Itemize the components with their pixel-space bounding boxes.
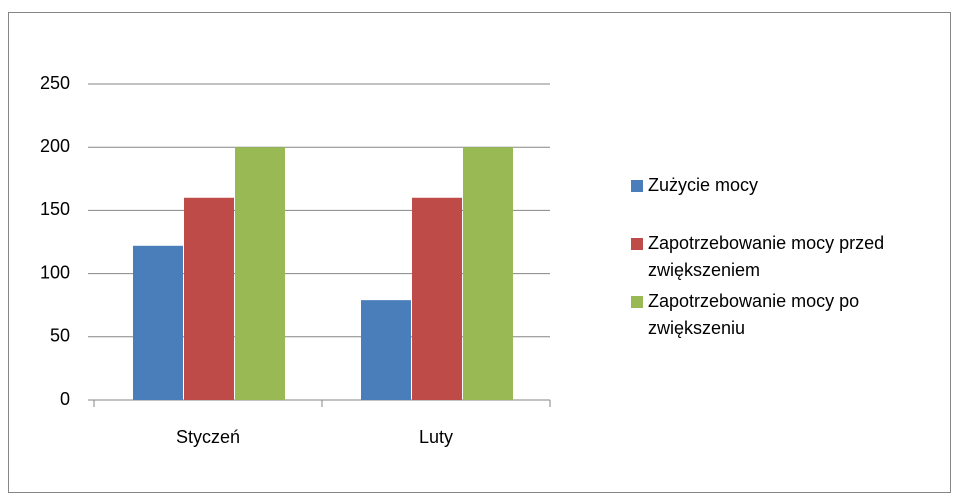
bar: [361, 300, 411, 400]
bar: [184, 197, 234, 400]
legend-label: Zapotrzebowanie mocy przed zwiększeniem: [648, 233, 885, 280]
legend-label: Zapotrzebowanie mocy po zwiększeniu: [648, 291, 860, 338]
legend: Zużycie mocy Zapotrzebowanie mocy przed z…: [628, 172, 893, 346]
legend-item: Zapotrzebowanie mocy przed zwiększeniem: [628, 230, 893, 284]
y-tick-label: 150: [40, 199, 70, 219]
legend-label: Zużycie mocy: [648, 175, 759, 195]
y-tick-label: 250: [40, 73, 70, 93]
bar: [463, 147, 513, 400]
legend-swatch: [631, 238, 643, 250]
legend-swatch: [631, 296, 643, 308]
y-tick-label: 100: [40, 262, 70, 282]
y-tick-label: 50: [50, 326, 70, 346]
legend-item: Zapotrzebowanie mocy po zwiększeniu: [628, 288, 893, 342]
bar: [235, 147, 285, 400]
bar: [133, 245, 183, 400]
x-tick-label: Luty: [419, 427, 453, 447]
y-tick-label: 0: [60, 389, 70, 409]
legend-swatch: [631, 180, 643, 192]
bar: [412, 197, 462, 400]
x-tick-label: Styczeń: [176, 427, 240, 447]
y-tick-label: 200: [40, 136, 70, 156]
legend-item: Zużycie mocy: [628, 172, 893, 199]
